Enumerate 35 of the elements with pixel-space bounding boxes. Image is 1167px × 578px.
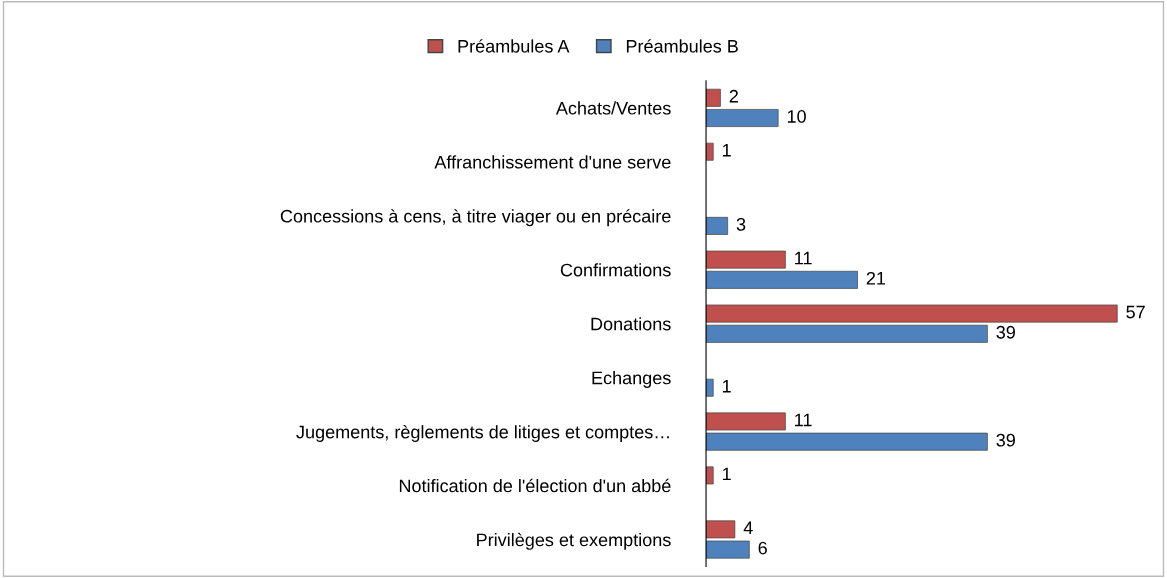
data-label: 6 <box>758 541 767 555</box>
data-label: 1 <box>722 143 731 157</box>
data-label: 3 <box>736 217 746 231</box>
bar <box>706 216 729 235</box>
bar <box>706 270 858 289</box>
y-tick-label: Concessions à cens, à titre viager ou en précaire <box>280 209 671 227</box>
data-label: 39 <box>996 325 1015 339</box>
data-label: 1 <box>722 467 731 481</box>
y-tick-label: Privilèges et exemptions <box>477 532 671 550</box>
bar <box>706 250 786 269</box>
y-tick-label: Confirmations <box>560 263 671 277</box>
y-tick-label: Achats/Ventes <box>555 101 671 115</box>
y-tick-label: Notification de l'élection d'un abbé <box>399 478 671 493</box>
bar <box>706 88 721 107</box>
data-label: 57 <box>1126 305 1145 319</box>
y-tick-label: Affranchissement d'une serve <box>434 155 671 169</box>
data-label: 11 <box>795 413 812 427</box>
data-label: 10 <box>787 110 806 123</box>
data-label: 1 <box>722 379 731 393</box>
bar <box>706 378 714 397</box>
data-label: 21 <box>866 271 886 285</box>
legend-label: Préambules B <box>626 39 738 53</box>
data-label: 11 <box>795 251 812 265</box>
bar <box>706 466 714 485</box>
y-tick-label: Jugements, règlements de litiges et comptes… <box>296 424 669 442</box>
data-label: 2 <box>729 89 738 103</box>
legend-label: Préambules A <box>458 39 570 53</box>
bar <box>706 304 1118 323</box>
bar <box>706 142 714 161</box>
data-label: 39 <box>996 433 1015 447</box>
bar <box>706 324 988 343</box>
y-tick-label: Echanges <box>592 371 671 388</box>
y-tick-label: Donations <box>591 317 671 331</box>
bar <box>706 109 779 127</box>
data-label: 4 <box>743 521 753 535</box>
